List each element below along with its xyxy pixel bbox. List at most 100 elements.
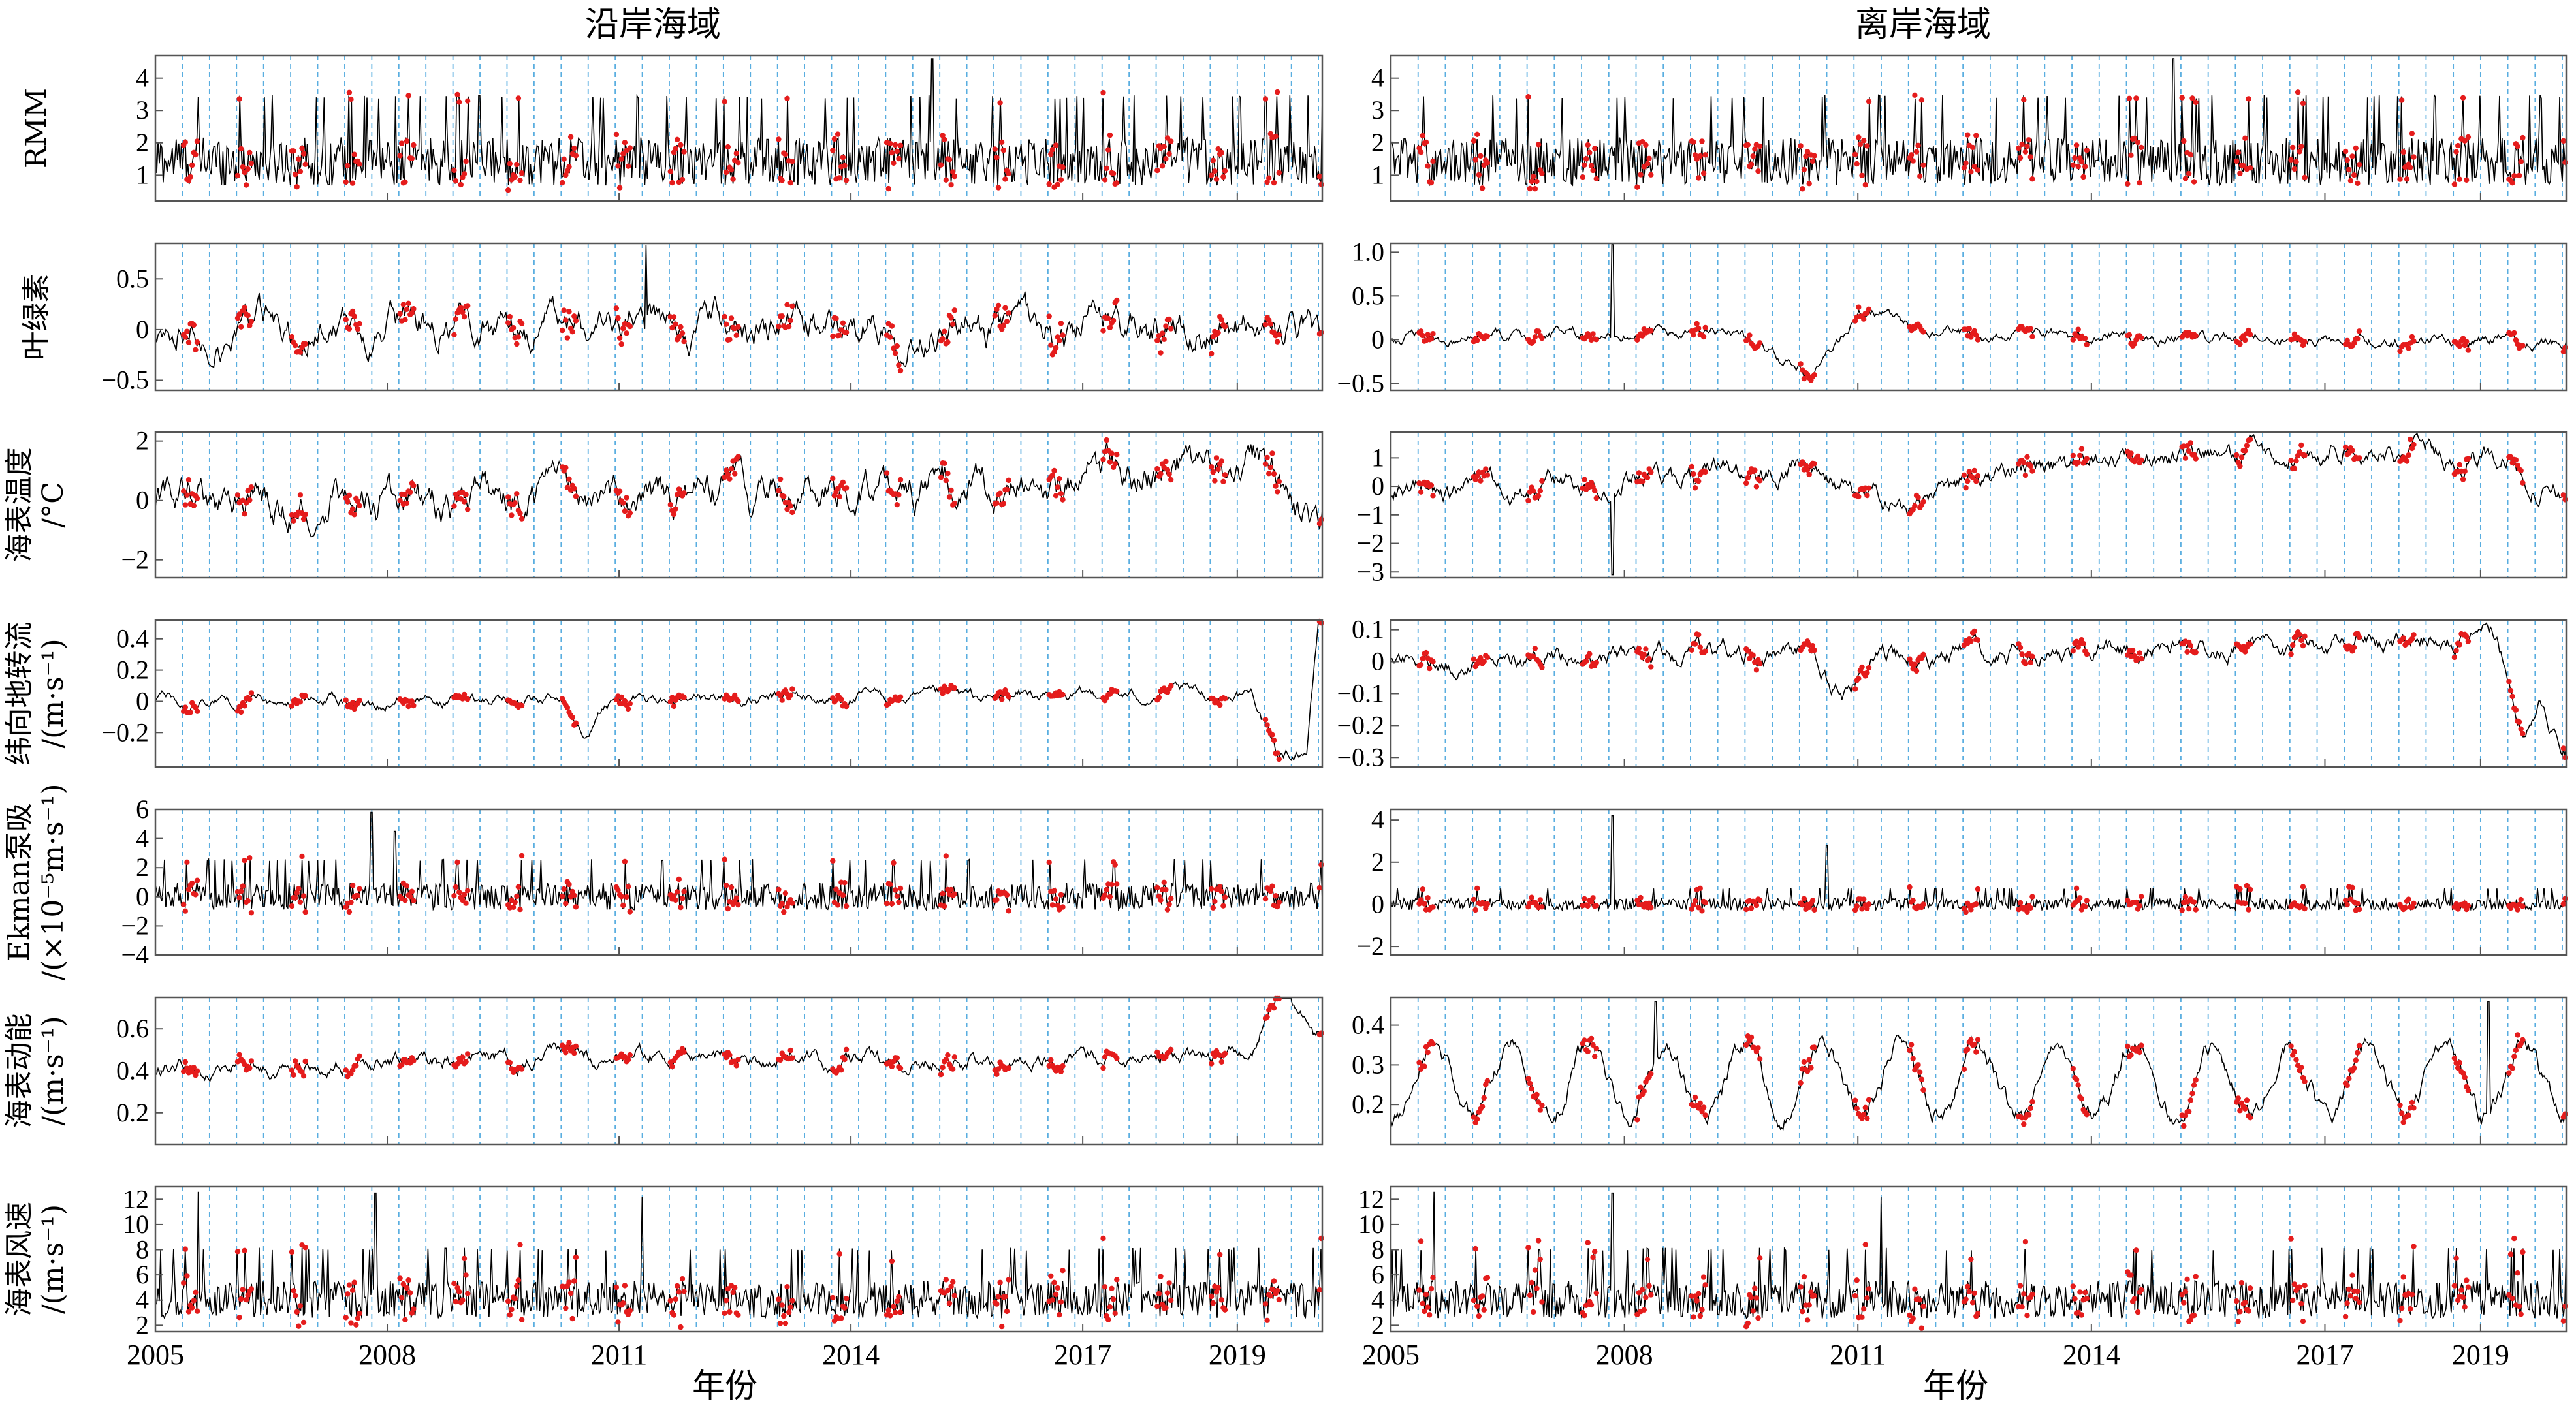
event-point xyxy=(2408,164,2413,170)
event-point xyxy=(728,167,735,173)
event-point xyxy=(236,1052,242,1058)
event-point xyxy=(357,697,362,704)
event-point xyxy=(671,314,677,320)
event-point xyxy=(887,881,893,887)
event-point xyxy=(2021,460,2027,465)
event-point xyxy=(789,509,795,516)
event-point xyxy=(722,856,727,862)
event-point xyxy=(1801,375,1807,382)
event-point xyxy=(1910,1315,1916,1322)
event-point xyxy=(1537,897,1543,903)
event-point xyxy=(1856,676,1862,681)
event-point xyxy=(678,1324,684,1330)
y-tick-label: −0.2 xyxy=(101,717,149,747)
event-point xyxy=(1968,1037,1974,1043)
event-point xyxy=(1745,337,1751,343)
y-tick-label: 0.2 xyxy=(116,655,149,685)
event-point xyxy=(1592,146,1598,151)
event-point xyxy=(2351,172,2357,178)
event-point xyxy=(1864,1116,1870,1121)
event-point xyxy=(1484,901,1491,907)
event-point xyxy=(564,1044,571,1050)
event-point xyxy=(1531,339,1536,345)
event-point xyxy=(997,490,1003,496)
event-point xyxy=(992,146,998,152)
event-point xyxy=(897,694,904,700)
event-point xyxy=(679,176,686,183)
event-point xyxy=(2404,176,2410,182)
y-tick-label: 2 xyxy=(136,128,149,157)
y-tick-label: 0.4 xyxy=(116,624,149,653)
event-point xyxy=(194,877,200,883)
event-point xyxy=(1418,1238,1424,1244)
event-point xyxy=(2291,1281,2298,1287)
event-point xyxy=(1918,1325,1925,1331)
event-point xyxy=(1963,909,1969,915)
event-point xyxy=(1811,1292,1817,1299)
event-point xyxy=(247,855,253,861)
event-point xyxy=(2302,452,2308,458)
event-point xyxy=(1215,1285,1221,1291)
event-point xyxy=(725,144,731,150)
event-point xyxy=(1535,328,1542,334)
event-point xyxy=(1212,168,1218,174)
event-point xyxy=(2237,886,2243,892)
event-point xyxy=(1798,1080,1804,1086)
y-axis-label: 海表风速 xyxy=(3,1202,36,1317)
event-point xyxy=(1915,1062,1921,1068)
event-point xyxy=(461,171,468,177)
event-point xyxy=(2562,345,2568,351)
event-point xyxy=(830,1294,836,1301)
y-tick-label: 0.5 xyxy=(1352,281,1384,310)
event-point xyxy=(1164,135,1171,141)
event-point xyxy=(1866,665,1872,671)
event-point xyxy=(1692,898,1698,904)
y-tick-label: 2 xyxy=(1371,128,1384,157)
event-point xyxy=(1966,326,1972,332)
event-point xyxy=(2288,1236,2294,1242)
event-point xyxy=(842,163,848,169)
event-point xyxy=(1060,164,1066,170)
y-tick-label: 4 xyxy=(136,63,149,93)
event-point xyxy=(245,1292,251,1298)
event-point xyxy=(2022,661,2029,667)
event-point xyxy=(2520,903,2526,909)
event-point xyxy=(1535,142,1542,148)
event-point xyxy=(465,303,471,309)
event-point xyxy=(1430,493,1436,499)
event-point xyxy=(994,1071,1000,1077)
event-point xyxy=(625,163,631,169)
event-point xyxy=(1114,1056,1120,1061)
event-point xyxy=(1539,478,1545,484)
event-point xyxy=(302,511,308,518)
event-point xyxy=(1478,153,1484,159)
event-point xyxy=(1971,328,1977,334)
event-point xyxy=(787,180,793,186)
event-point xyxy=(1109,450,1115,456)
event-point xyxy=(1590,895,1596,901)
event-point xyxy=(897,1065,904,1071)
event-point xyxy=(1583,658,1589,665)
event-point xyxy=(1907,656,1913,662)
event-point xyxy=(182,704,188,710)
event-point xyxy=(2397,1317,2403,1324)
event-point xyxy=(1753,902,1760,909)
event-point xyxy=(1220,174,1226,180)
event-point xyxy=(456,889,462,896)
event-point xyxy=(1646,155,1652,161)
event-point xyxy=(1210,1300,1216,1306)
event-point xyxy=(1218,317,1225,323)
event-point xyxy=(1484,1275,1491,1281)
event-point xyxy=(1861,1306,1867,1312)
event-point xyxy=(2075,460,2081,465)
event-point xyxy=(1529,1086,1534,1092)
event-point xyxy=(950,1279,956,1285)
event-point xyxy=(1154,337,1160,343)
event-point xyxy=(1534,1285,1540,1291)
event-point xyxy=(300,1073,307,1079)
event-point xyxy=(348,900,354,905)
event-point xyxy=(776,324,782,330)
event-point xyxy=(786,324,792,330)
event-point xyxy=(779,697,785,703)
event-point xyxy=(840,892,846,898)
